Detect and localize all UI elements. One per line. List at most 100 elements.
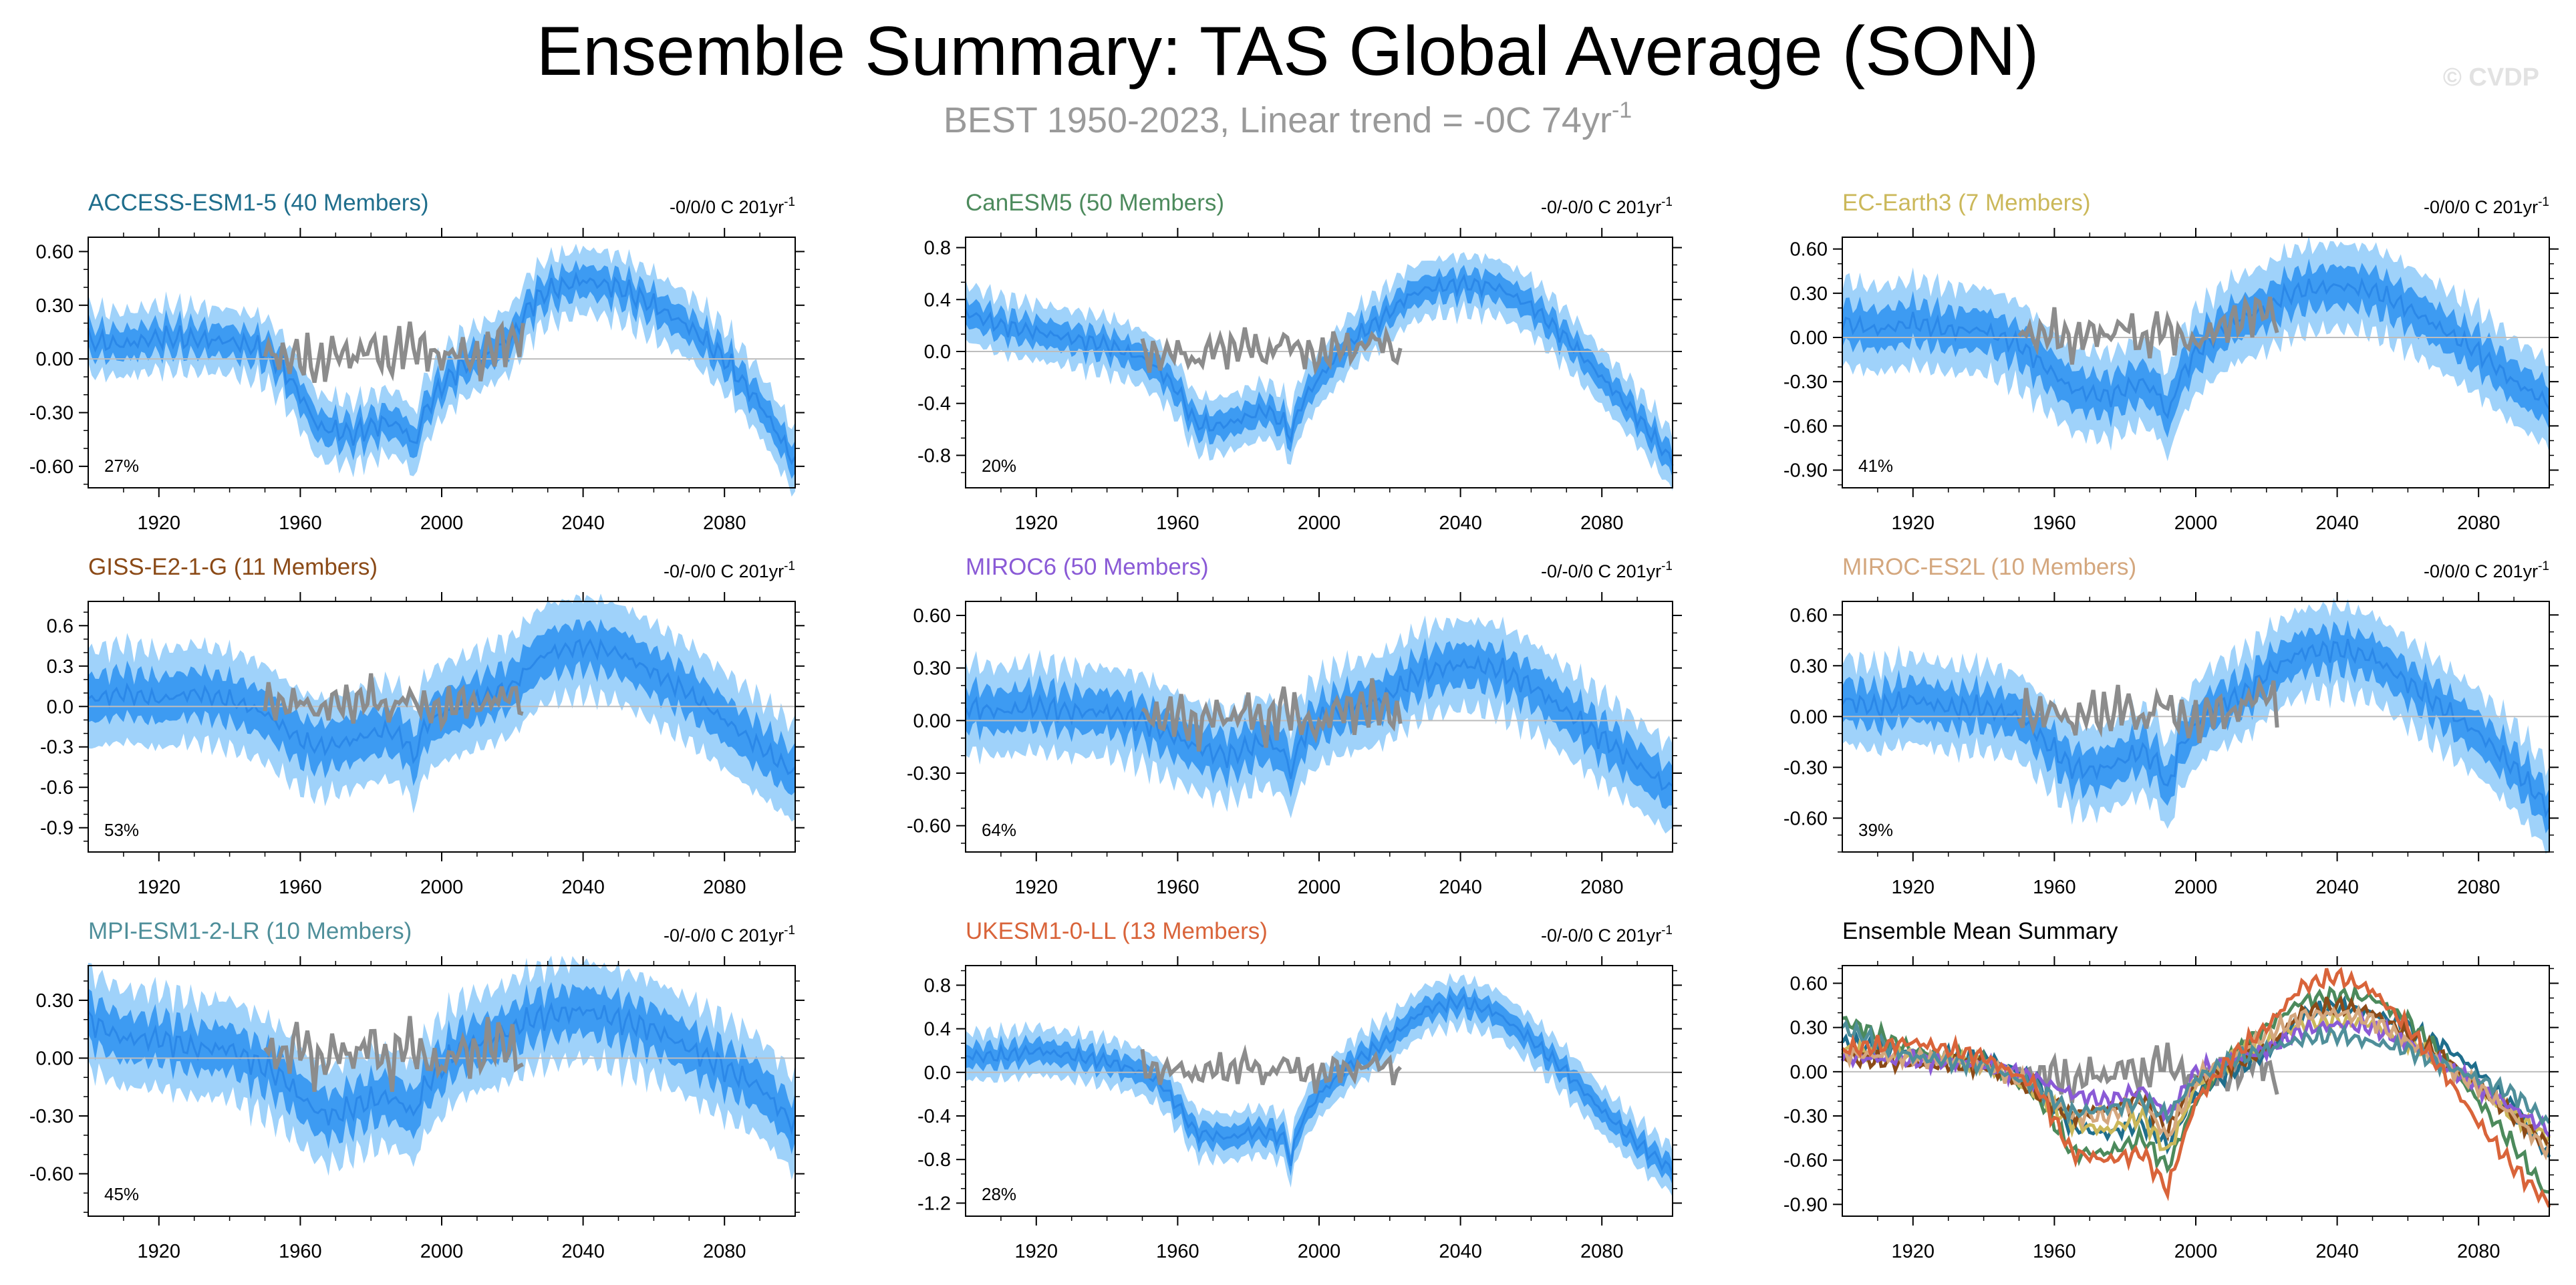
ensemble-mean-line bbox=[964, 273, 1674, 466]
panel-percentage: 64% bbox=[982, 820, 1016, 840]
panel-percentage: 39% bbox=[1858, 820, 1893, 840]
series-line-observed bbox=[263, 320, 525, 384]
series-line-observed bbox=[263, 1016, 524, 1093]
panel-title: ACCESS-ESM1-5 (40 Members) bbox=[88, 190, 429, 216]
panel-percentage: 53% bbox=[104, 820, 139, 840]
x-tick-label: 1920 bbox=[1015, 877, 1058, 898]
y-tick-label: -0.30 bbox=[1783, 757, 1828, 778]
y-tick-label: -0.4 bbox=[917, 394, 951, 415]
x-tick-label: 2080 bbox=[703, 877, 746, 898]
y-tick-label: -0.60 bbox=[1783, 1150, 1828, 1171]
panel-trend: -0/0/0 C 201yr-1 bbox=[670, 195, 795, 217]
panel-title: GISS-E2-1-G (11 Members) bbox=[88, 554, 378, 580]
panel-trend: -0/-0/0 C 201yr-1 bbox=[664, 559, 795, 581]
y-tick-label: 0.30 bbox=[1790, 1018, 1828, 1039]
panel-trend-text: -0/0/0 C 201yr bbox=[2424, 197, 2538, 217]
y-tick-label: 0.30 bbox=[36, 295, 74, 317]
y-tick-label: 0.8 bbox=[924, 238, 951, 259]
y-tick-label: 0.00 bbox=[1790, 1062, 1828, 1083]
y-tick-label: -0.30 bbox=[29, 1106, 74, 1127]
y-tick-label: 0.6 bbox=[47, 615, 74, 637]
x-tick-label: 2000 bbox=[420, 1241, 464, 1262]
y-tick-label: 0.30 bbox=[36, 990, 74, 1012]
ensemble-mean-line bbox=[87, 1001, 797, 1135]
panel-percentage: 41% bbox=[1858, 456, 1893, 476]
x-tick-label: 2000 bbox=[2174, 513, 2218, 534]
panel-trend-sup: -1 bbox=[1661, 923, 1673, 938]
x-tick-label: 2040 bbox=[1439, 1241, 1482, 1262]
panel-trend-text: -0/-0/0 C 201yr bbox=[664, 561, 784, 581]
series-line-ukesm1-0-ll bbox=[1841, 966, 2551, 1208]
y-tick-label: 0.3 bbox=[47, 656, 74, 678]
y-tick-label: -0.30 bbox=[29, 403, 74, 424]
panel-0: ACCESS-ESM1-5 (40 Members) -0/0/0 C 201yr… bbox=[29, 190, 805, 534]
panel-trend-sup: -1 bbox=[1661, 559, 1673, 573]
x-tick-label: 2080 bbox=[2457, 513, 2500, 534]
figure-subtitle: BEST 1950-2023, Linear trend = -0C 74yr-… bbox=[944, 98, 1632, 140]
x-tick-label: 2040 bbox=[561, 1241, 605, 1262]
y-tick-label: -0.90 bbox=[1783, 460, 1828, 482]
x-tick-label: 1920 bbox=[1892, 513, 1935, 534]
y-tick-label: 0.0 bbox=[924, 1062, 951, 1084]
panel-trend-text: -0/-0/0 C 201yr bbox=[1541, 561, 1661, 581]
panel-trend: -0/-0/0 C 201yr-1 bbox=[1541, 923, 1673, 946]
x-tick-label: 1960 bbox=[2033, 513, 2076, 534]
panel-trend-text: -0/-0/0 C 201yr bbox=[664, 925, 784, 946]
x-tick-label: 1920 bbox=[1892, 877, 1935, 898]
y-tick-label: 0.00 bbox=[1790, 706, 1828, 728]
x-tick-label: 1920 bbox=[138, 877, 181, 898]
x-tick-label: 1960 bbox=[1156, 877, 1199, 898]
y-tick-label: -0.8 bbox=[917, 1149, 951, 1171]
x-tick-label: 2080 bbox=[2457, 1241, 2500, 1262]
inner-spread-band bbox=[1842, 619, 2549, 834]
panel-trend: -0/0/0 C 201yr-1 bbox=[2424, 195, 2549, 217]
panel-trend-sup: -1 bbox=[784, 195, 795, 209]
y-tick-label: 0.30 bbox=[1790, 283, 1828, 305]
y-tick-label: -0.60 bbox=[1783, 416, 1828, 437]
y-tick-label: 0.4 bbox=[924, 1019, 951, 1040]
y-tick-label: -0.30 bbox=[907, 763, 951, 784]
ensemble-mean-line bbox=[87, 271, 797, 466]
x-tick-label: 1960 bbox=[2033, 1241, 2076, 1262]
x-tick-label: 2000 bbox=[420, 513, 464, 534]
series-line-canesm5 bbox=[1842, 983, 2550, 1194]
x-tick-label: 1960 bbox=[279, 513, 322, 534]
x-tick-label: 2040 bbox=[561, 877, 605, 898]
y-tick-label: 0.60 bbox=[913, 605, 951, 627]
panel-title: UKESM1-0-LL (13 Members) bbox=[966, 918, 1268, 944]
y-tick-label: -0.60 bbox=[29, 456, 74, 478]
inner-spread-band bbox=[966, 265, 1673, 478]
panel-2: EC-Earth3 (7 Members) -0/0/0 C 201yr-1 -0.… bbox=[1783, 190, 2559, 534]
x-tick-label: 2080 bbox=[1580, 1241, 1624, 1262]
series-line-observed bbox=[1140, 325, 1403, 376]
x-tick-label: 1960 bbox=[279, 877, 322, 898]
panel-trend: -0/-0/0 C 201yr-1 bbox=[1541, 559, 1673, 581]
x-tick-label: 2040 bbox=[561, 513, 605, 534]
panel-trend-text: -0/-0/0 C 201yr bbox=[1541, 197, 1661, 217]
panel-trend-text: -0/-0/0 C 201yr bbox=[1541, 925, 1661, 946]
panel-trend: -0/-0/0 C 201yr-1 bbox=[1541, 195, 1673, 217]
y-tick-label: -0.60 bbox=[29, 1164, 74, 1185]
figure-subtitle-sup: -1 bbox=[1612, 98, 1632, 123]
x-tick-label: 1960 bbox=[1156, 513, 1199, 534]
panel-trend: -0/-0/0 C 201yr-1 bbox=[664, 923, 795, 946]
y-tick-label: 0.0 bbox=[924, 341, 951, 363]
watermark: © CVDP bbox=[2443, 63, 2539, 92]
y-tick-label: -0.60 bbox=[1783, 808, 1828, 829]
y-tick-label: 0.00 bbox=[913, 710, 951, 732]
x-tick-label: 2080 bbox=[1580, 513, 1624, 534]
x-tick-label: 2080 bbox=[1580, 877, 1624, 898]
x-tick-label: 2080 bbox=[703, 513, 746, 534]
y-tick-label: -0.90 bbox=[1783, 1194, 1828, 1216]
panel-5: MIROC-ES2L (10 Members) -0/0/0 C 201yr-1-… bbox=[1783, 554, 2559, 898]
panel-trend: -0/0/0 C 201yr-1 bbox=[2424, 559, 2549, 581]
y-tick-label: 0.30 bbox=[1790, 656, 1828, 677]
x-tick-label: 2040 bbox=[1439, 877, 1482, 898]
ensemble-mean-line bbox=[965, 993, 1674, 1175]
panel-percentage: 20% bbox=[982, 456, 1016, 476]
x-tick-label: 2000 bbox=[2174, 1241, 2218, 1262]
series-line-observed bbox=[263, 673, 524, 732]
series-line-observed bbox=[1140, 1044, 1402, 1094]
series-line-observed bbox=[1141, 678, 1403, 752]
